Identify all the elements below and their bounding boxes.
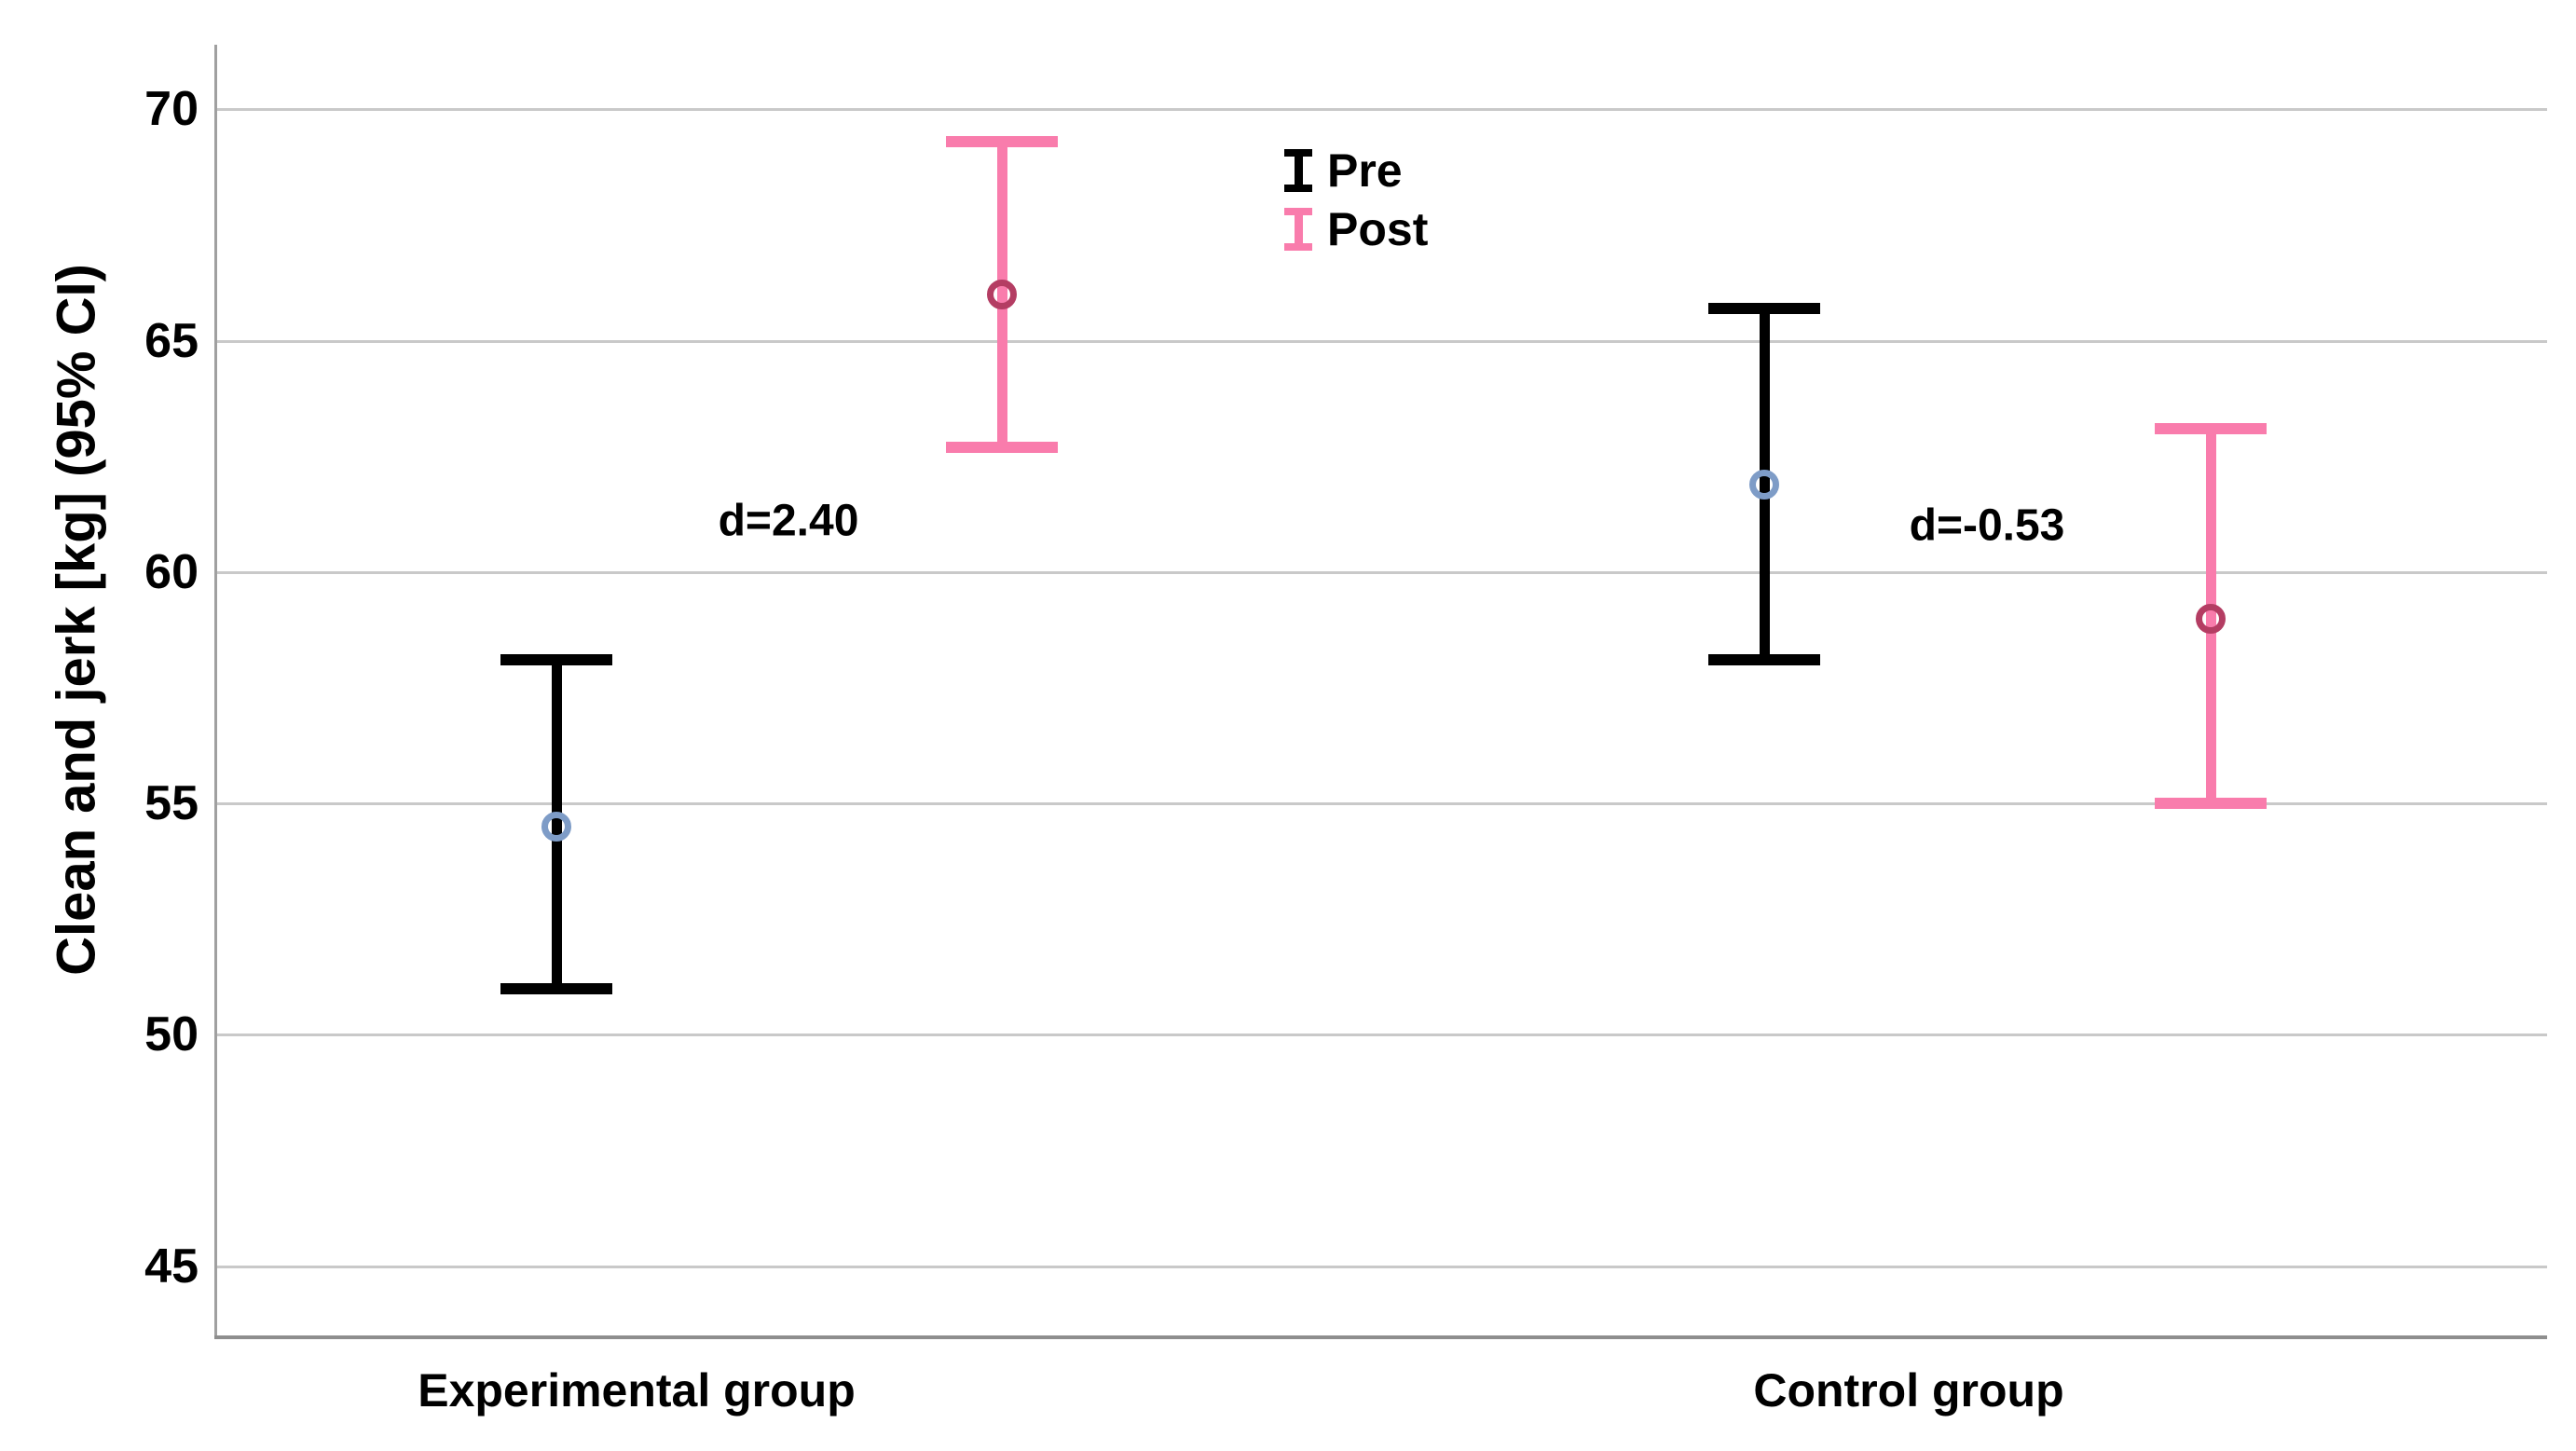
gridline-55: [217, 802, 2547, 806]
swatch-cap: [1284, 243, 1312, 251]
y-tick-label-70: 70: [144, 82, 199, 137]
effect-size-annotation-control: d=-0.53: [1909, 500, 2065, 551]
mean-marker-pre-experimental-group: [541, 811, 571, 842]
legend-label-pre: Pre: [1327, 144, 1403, 197]
legend: Pre Post: [1284, 147, 1428, 265]
errorbar-bottom-cap-post-control-group: [2155, 798, 2267, 810]
errorbar-top-cap-pre-control-group: [1708, 302, 1820, 314]
x-category-label-experimental: Experimental group: [418, 1364, 856, 1417]
mean-marker-post-control-group: [2196, 603, 2226, 634]
y-tick-label-50: 50: [144, 1007, 199, 1062]
errorbar-top-cap-post-control-group: [2155, 423, 2267, 435]
gridline-70: [217, 108, 2547, 112]
errorbar-bottom-cap-post-experimental-group: [946, 441, 1058, 453]
swatch-stem: [1294, 215, 1303, 243]
swatch-cap: [1284, 149, 1312, 157]
effect-size-annotation-experimental: d=2.40: [718, 496, 859, 546]
y-tick-label-55: 55: [144, 776, 199, 831]
y-tick-label-45: 45: [144, 1239, 199, 1294]
errorbar-top-cap-pre-experimental-group: [500, 654, 612, 666]
gridline-60: [217, 570, 2547, 574]
gridline-65: [217, 339, 2547, 343]
gridline-50: [217, 1033, 2547, 1037]
errorbar-bottom-cap-pre-experimental-group: [500, 982, 612, 994]
legend-label-post: Post: [1327, 203, 1429, 255]
errorbar-top-cap-post-experimental-group: [946, 136, 1058, 148]
legend-item-post: Post: [1284, 206, 1428, 253]
swatch-cap: [1284, 185, 1312, 192]
plot-area: [214, 45, 2547, 1339]
y-axis-title: Clean and jerk [kg] (95% CI): [46, 264, 107, 976]
swatch-cap: [1284, 208, 1312, 215]
post-errorbar-swatch-icon: [1284, 208, 1312, 251]
swatch-stem: [1294, 157, 1303, 185]
y-tick-label-65: 65: [144, 313, 199, 368]
y-axis-line: [214, 45, 217, 1335]
x-category-label-control: Control group: [1753, 1364, 2064, 1417]
gridline-45: [217, 1265, 2547, 1268]
legend-item-pre: Pre: [1284, 147, 1428, 194]
y-tick-label-60: 60: [144, 544, 199, 599]
x-axis-line: [214, 1335, 2547, 1339]
errorbar-bottom-cap-pre-control-group: [1708, 654, 1820, 666]
mean-marker-post-experimental-group: [987, 280, 1017, 310]
pre-errorbar-swatch-icon: [1284, 149, 1312, 192]
mean-marker-pre-control-group: [1749, 469, 1779, 500]
